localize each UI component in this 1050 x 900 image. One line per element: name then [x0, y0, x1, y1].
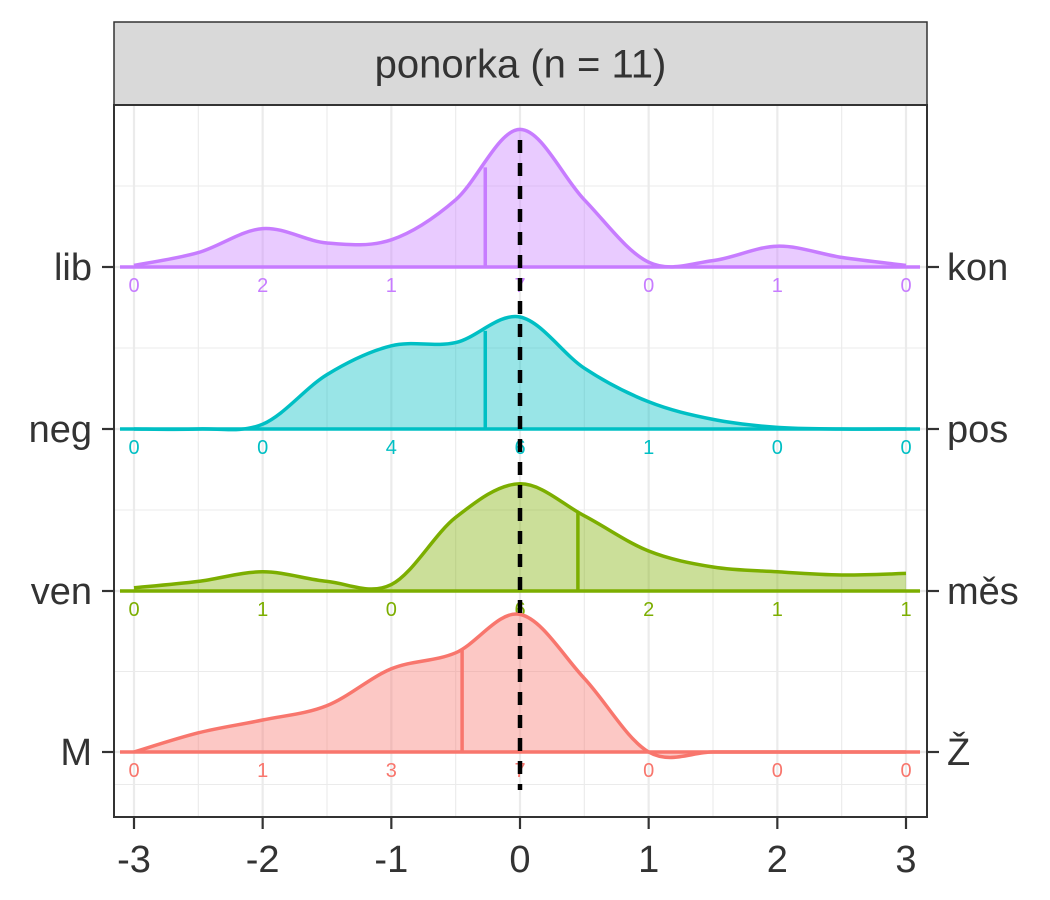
right-label: pos [947, 409, 1008, 451]
right-label: měs [947, 571, 1019, 613]
density-line [133, 482, 907, 591]
count-label: 0 [772, 760, 783, 782]
count-label: 0 [386, 599, 397, 621]
count-label: 0 [772, 437, 783, 459]
count-label: 1 [257, 760, 268, 782]
x-tick-label: 0 [509, 839, 530, 881]
x-tick-label: 1 [638, 839, 659, 881]
x-tick-label: -1 [374, 839, 408, 881]
count-label: 0 [643, 760, 654, 782]
x-tick-label: -2 [246, 839, 280, 881]
count-label: 0 [900, 760, 911, 782]
count-label: 0 [128, 275, 139, 297]
left-label: ven [31, 571, 92, 613]
count-label: 2 [257, 275, 268, 297]
count-label: 3 [386, 760, 397, 782]
left-label: neg [29, 409, 92, 451]
right-label: kon [947, 247, 1008, 289]
axes: -3 -2 -1 0 1 2 3 lib kon neg pos ven měs M Ž [29, 247, 1019, 881]
count-label: 1 [772, 599, 783, 621]
x-tick-label: 2 [767, 839, 788, 881]
facet-strip-box [113, 21, 928, 106]
x-tick-label: -3 [117, 839, 151, 881]
count-label: 1 [257, 599, 268, 621]
count-label: 0 [643, 275, 654, 297]
count-label: 0 [128, 437, 139, 459]
count-label: 1 [900, 599, 911, 621]
facet-strip: ponorka (n = 11) [113, 21, 928, 106]
left-label: lib [54, 247, 92, 289]
count-label: 0 [900, 437, 911, 459]
density-line [133, 127, 907, 269]
count-label: 0 [900, 275, 911, 297]
left-label: M [60, 732, 92, 774]
count-label: 1 [386, 275, 397, 297]
chart-title: ponorka (n = 11) [375, 43, 667, 87]
ridge-M: 0137000 [120, 612, 920, 782]
density-area [134, 614, 906, 758]
x-tick-label: 3 [895, 839, 916, 881]
count-label: 1 [643, 437, 654, 459]
count-label: 1 [772, 275, 783, 297]
count-label: 0 [257, 437, 268, 459]
count-label: 2 [643, 599, 654, 621]
right-label: Ž [947, 731, 970, 774]
count-label: 0 [128, 599, 139, 621]
count-label: 4 [386, 437, 397, 459]
count-label: 0 [128, 760, 139, 782]
